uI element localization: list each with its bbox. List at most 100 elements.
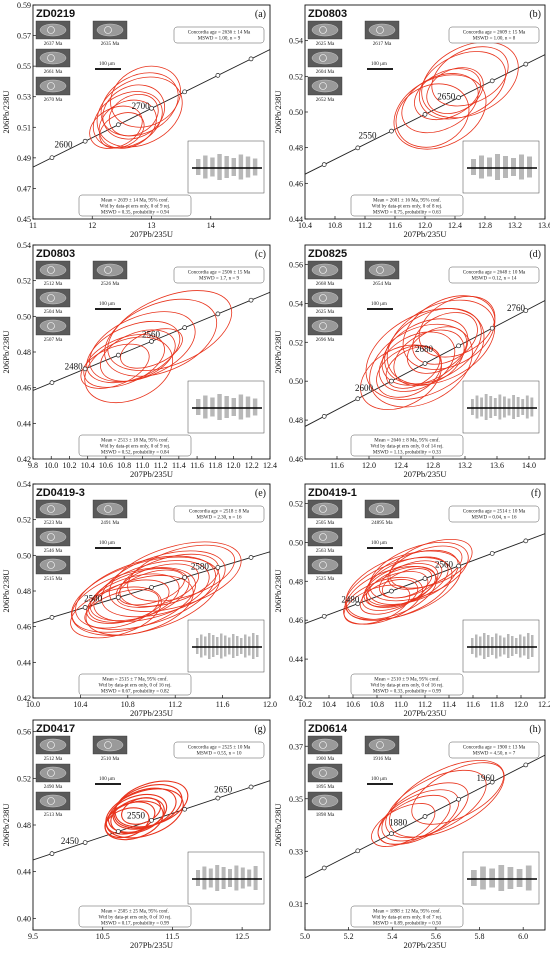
panel-letter: (f) bbox=[531, 488, 541, 499]
mean-age-text: Mean = 2646 ± 8 Ma, 95% conf. bbox=[374, 439, 439, 444]
zircon-grain bbox=[368, 263, 396, 277]
error-ellipse bbox=[107, 290, 233, 372]
zircon-grain bbox=[39, 23, 67, 37]
y-tick-label: 0.48 bbox=[17, 821, 31, 830]
concordia-age-text: MSWD = 0.04, n = 16 bbox=[472, 516, 517, 521]
error-ellipse bbox=[89, 311, 196, 383]
zircon-grain bbox=[311, 79, 339, 93]
panel-g: 2450 2550 2650 9.5 10.5 11.5 12.5 0.40 0.44 0.48 0… bbox=[1, 719, 271, 950]
plot-area: 2500 2580 bbox=[33, 541, 270, 639]
zircon-grain bbox=[39, 51, 67, 65]
mean-error-bar bbox=[519, 154, 524, 180]
concordia-age-marker bbox=[389, 128, 394, 134]
analysis-spot bbox=[319, 741, 327, 749]
analysis-spot bbox=[319, 26, 327, 34]
mean-error-bar bbox=[515, 638, 518, 654]
grain-age-label: 1898 Ma bbox=[316, 812, 335, 818]
concordia-age-marker bbox=[215, 73, 221, 78]
x-tick-label: 13.6 bbox=[538, 221, 550, 230]
y-tick-label: 0.52 bbox=[289, 499, 303, 508]
grain-age-label: 2617 Ma bbox=[373, 41, 392, 47]
concordia-age-marker bbox=[422, 112, 428, 117]
zircon-grain bbox=[39, 558, 67, 572]
y-tick-label: 0.46 bbox=[289, 616, 303, 625]
concordia-age-marker bbox=[321, 865, 327, 871]
mean-error-bar bbox=[507, 867, 514, 889]
concordia-age-label: 2680 bbox=[415, 344, 434, 354]
mean-error-bar bbox=[487, 157, 492, 177]
grain-age-label: 2523 Ma bbox=[44, 520, 63, 526]
concordia-age-marker bbox=[321, 613, 327, 619]
mean-error-bar bbox=[252, 398, 258, 416]
x-tick-label: 11.8 bbox=[208, 461, 222, 470]
zircon-grain bbox=[311, 794, 339, 808]
mean-error-bar bbox=[208, 633, 211, 659]
mean-age-text: MSWD = 0.33, probability = 0.99 bbox=[373, 690, 442, 695]
mean-age-text: MSWD = 0.52, probability = 0.84 bbox=[101, 451, 170, 456]
y-tick-label: 0.50 bbox=[17, 551, 31, 560]
y-axis-label: 206Pb/238U bbox=[273, 804, 283, 847]
error-ellipse bbox=[387, 545, 463, 590]
x-tick-label: 12.0 bbox=[263, 700, 277, 709]
mean-error-bar bbox=[208, 868, 213, 888]
concordia-age-marker bbox=[321, 414, 327, 419]
analysis-spot bbox=[47, 797, 55, 805]
zircon-grain bbox=[368, 502, 396, 516]
concordia-age-text: Concordia age = 2609 ± 15 Ma bbox=[463, 31, 526, 36]
error-ellipse bbox=[361, 571, 429, 611]
mean-error-bar bbox=[503, 156, 508, 178]
y-axis-label: 206Pb/238U bbox=[273, 570, 283, 613]
error-ellipse bbox=[371, 803, 436, 847]
x-tick-label: 10.8 bbox=[121, 700, 135, 709]
mean-error-bar bbox=[245, 156, 251, 178]
plot-area: 1880 1960 bbox=[305, 754, 545, 879]
mean-age-text: Wtd by data-pt errs only, 0 of 9 rej. bbox=[100, 445, 171, 450]
y-tick-label: 0.48 bbox=[17, 587, 31, 596]
x-tick-label: 9.8 bbox=[28, 461, 38, 470]
zircon-grain bbox=[39, 794, 67, 808]
mean-error-bar bbox=[231, 158, 236, 176]
mean-error-bar bbox=[232, 634, 235, 658]
y-tick-label: 0.46 bbox=[289, 179, 303, 188]
x-tick-label: 10.2 bbox=[62, 461, 76, 470]
grain-age-label: 2696 Ma bbox=[316, 337, 335, 343]
concordia-age-label: 2500 bbox=[84, 593, 103, 603]
y-tick-label: 0.44 bbox=[289, 655, 303, 664]
concordia-age-marker bbox=[49, 851, 55, 857]
y-tick-label: 0.44 bbox=[17, 868, 31, 877]
y-tick-label: 0.54 bbox=[17, 480, 31, 489]
mean-age-text: Wtd by data-pt errs only, 0 of 8 rej. bbox=[372, 205, 443, 210]
error-ellipse bbox=[101, 550, 226, 618]
error-ellipse bbox=[110, 65, 181, 128]
mean-error-bar bbox=[228, 637, 231, 655]
error-ellipse bbox=[84, 589, 160, 629]
concordia-age-label: 1880 bbox=[389, 818, 408, 828]
mean-error-bar bbox=[224, 396, 229, 418]
concordia-age-label: 2480 bbox=[65, 362, 84, 372]
mean-error-bar bbox=[231, 398, 236, 416]
y-tick-label: 0.42 bbox=[17, 694, 31, 703]
x-tick-label: 10.8 bbox=[117, 461, 131, 470]
y-tick-label: 0.57 bbox=[17, 32, 31, 41]
y-tick-label: 0.52 bbox=[289, 338, 303, 347]
error-ellipse bbox=[393, 329, 465, 387]
mean-error-bar bbox=[487, 635, 490, 657]
error-ellipse bbox=[378, 560, 443, 599]
concordia-age-text: MSWD = 0.12, n = 14 bbox=[472, 277, 517, 282]
mean-error-bar bbox=[238, 394, 244, 420]
concordia-age-text: MSWD = 1.7, n = 9 bbox=[199, 277, 239, 282]
mean-error-bar bbox=[196, 870, 200, 886]
analysis-spot bbox=[47, 561, 55, 569]
error-ellipse bbox=[385, 346, 441, 389]
concordia-age-marker bbox=[523, 61, 529, 67]
weighted-mean-inset bbox=[187, 851, 265, 905]
mean-age-text: MSWD = 0.35, probability = 0.94 bbox=[101, 211, 170, 216]
panel-letter: (e) bbox=[255, 488, 266, 499]
concordia-age-marker bbox=[182, 325, 188, 331]
zircon-grain bbox=[311, 558, 339, 572]
mean-error-bar bbox=[519, 634, 522, 658]
concordia-age-marker bbox=[523, 762, 529, 768]
error-ellipse bbox=[421, 41, 519, 119]
sample-id: ZD0825 bbox=[308, 248, 347, 260]
mean-error-bar bbox=[471, 870, 477, 886]
